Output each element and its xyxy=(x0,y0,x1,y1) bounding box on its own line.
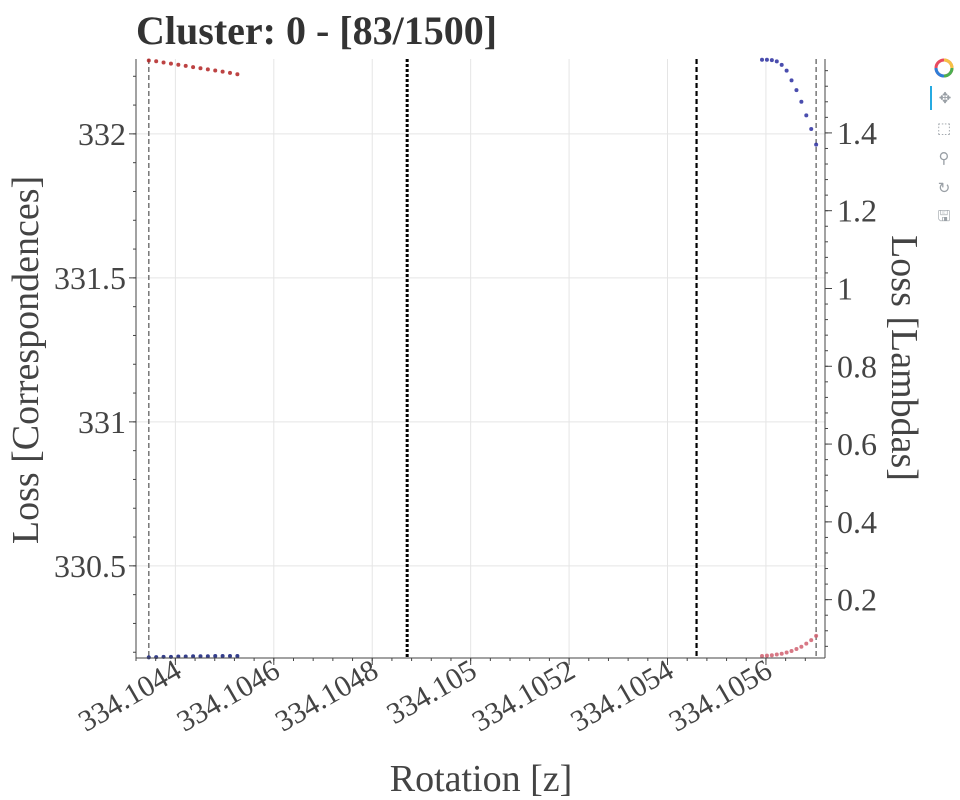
data-point xyxy=(205,654,210,659)
data-point xyxy=(804,113,809,118)
data-points xyxy=(146,57,819,660)
y-tick-label: 330.5 xyxy=(54,548,126,584)
x-tick-label: 334.1052 xyxy=(467,653,581,738)
axes: 334.1044334.1046334.1048334.105334.10523… xyxy=(54,59,877,738)
data-point xyxy=(769,58,774,63)
data-point xyxy=(168,61,173,66)
data-point xyxy=(198,654,203,659)
chart-title: Cluster: 0 - [83/1500] xyxy=(136,8,497,53)
data-point xyxy=(213,68,218,73)
x-tick-label: 334.1056 xyxy=(664,653,778,738)
y2-axis-label: Loss [Lambdas] xyxy=(883,235,925,481)
x-tick-label: 334.1046 xyxy=(171,653,285,738)
y2-tick-label: 1.4 xyxy=(837,115,877,151)
data-point xyxy=(774,59,779,64)
data-point xyxy=(191,654,196,659)
x-tick-label: 334.1044 xyxy=(73,653,187,738)
data-point xyxy=(235,72,240,77)
x-tick-label: 334.105 xyxy=(381,653,482,730)
y2-tick-label: 0.6 xyxy=(837,426,877,462)
data-point xyxy=(789,78,794,83)
x-axis-label: Rotation [z] xyxy=(390,758,573,800)
data-point xyxy=(154,59,159,64)
data-point xyxy=(764,653,769,658)
data-point xyxy=(814,633,819,638)
data-point xyxy=(809,638,814,643)
y2-tick-label: 0.2 xyxy=(837,582,877,618)
save-tool-icon[interactable]: 🖫 xyxy=(937,206,951,225)
data-point xyxy=(227,653,232,658)
data-point xyxy=(794,88,799,93)
data-point xyxy=(794,647,799,652)
data-point xyxy=(146,58,151,63)
data-point xyxy=(814,142,819,147)
bokeh-logo-icon xyxy=(930,56,958,80)
y2-tick-label: 0.4 xyxy=(837,504,877,540)
data-point xyxy=(220,69,225,74)
data-point xyxy=(760,654,765,659)
data-point xyxy=(161,60,166,65)
y2-tick-label: 0.8 xyxy=(837,348,877,384)
data-point xyxy=(227,70,232,75)
data-point xyxy=(789,648,794,653)
data-point xyxy=(764,57,769,62)
data-point xyxy=(809,127,814,132)
box-zoom-tool-icon[interactable]: ⬚ xyxy=(936,119,952,137)
data-point xyxy=(779,62,784,67)
data-point xyxy=(784,650,789,655)
x-tick-label: 334.1048 xyxy=(270,653,384,738)
data-point xyxy=(804,641,809,646)
y-tick-label: 331 xyxy=(78,404,126,440)
data-point xyxy=(784,68,789,73)
y-tick-label: 332 xyxy=(78,116,126,152)
data-point xyxy=(213,653,218,658)
reference-lines xyxy=(148,59,817,658)
data-point xyxy=(205,67,210,72)
data-point xyxy=(799,644,804,649)
data-point xyxy=(191,65,196,70)
y-axis-label: Loss [Correspondences] xyxy=(5,176,47,544)
x-tick-label: 334.1054 xyxy=(565,653,679,738)
data-point xyxy=(774,652,779,657)
data-point xyxy=(220,653,225,658)
data-point xyxy=(769,653,774,658)
y-tick-label: 331.5 xyxy=(54,260,126,296)
data-point xyxy=(146,655,151,660)
data-point xyxy=(235,653,240,658)
y2-tick-label: 1.2 xyxy=(837,193,877,229)
bokeh-logo-shape xyxy=(934,58,954,78)
pan-tool-icon[interactable]: ✥ xyxy=(930,86,958,110)
grid xyxy=(136,59,825,658)
y2-tick-label: 1 xyxy=(837,270,853,306)
data-point xyxy=(779,651,784,656)
wheel-zoom-tool-icon[interactable]: ⚲ xyxy=(938,149,950,167)
data-point xyxy=(183,63,188,68)
data-point xyxy=(198,66,203,71)
reset-tool-icon[interactable]: ↻ xyxy=(937,179,951,197)
data-point xyxy=(799,99,804,104)
data-point xyxy=(760,57,765,62)
data-point xyxy=(176,62,181,67)
